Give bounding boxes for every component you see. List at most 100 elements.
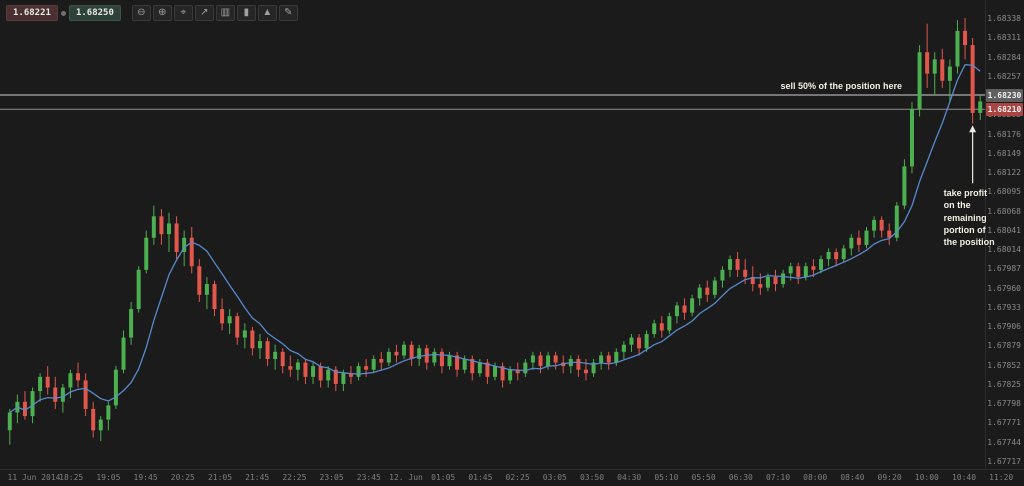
price-chart[interactable]	[0, 0, 1024, 470]
draw-button[interactable]: ✎	[278, 5, 298, 21]
candle-down	[364, 366, 369, 370]
price-axis-label: 1.67906	[987, 322, 1021, 332]
candle-down	[485, 362, 490, 377]
candle-down	[856, 237, 861, 245]
price-axis-label: 1.68068	[987, 206, 1021, 216]
price-axis[interactable]: 1.68338 1.68311 1.68284 1.68257 1.682301.682…	[985, 0, 1024, 470]
time-label: 12. Jun	[389, 473, 423, 482]
candle-up	[121, 337, 126, 370]
time-label: 19:45	[133, 473, 158, 482]
candle-down	[606, 355, 611, 363]
time-label: 06:30	[728, 473, 753, 482]
candle-up	[257, 341, 262, 349]
price-axis-label: 1.68284	[987, 52, 1021, 62]
chart-toolbar: ⊖ ⊕ ⌖ ↗ ▥ ▮ ▲ ✎	[131, 5, 298, 21]
price-badge: 1.68230	[986, 89, 1023, 103]
candle-up	[614, 351, 619, 363]
price-axis-label: 1.68149	[987, 148, 1021, 158]
candle-down	[91, 408, 96, 431]
candle-down	[834, 251, 839, 260]
candlestick-chart-button[interactable]: ▮	[236, 5, 256, 21]
price-axis-label: 1.67987	[987, 264, 1021, 274]
trend-line-button[interactable]: ↗	[194, 5, 214, 21]
candle-up	[432, 351, 437, 363]
candle-up	[849, 237, 854, 249]
candle-down	[318, 366, 323, 381]
candle-up	[356, 366, 361, 377]
candle-down	[743, 269, 748, 277]
time-label: 09:20	[877, 473, 902, 482]
candle-down	[963, 30, 968, 46]
candle-up	[902, 166, 907, 206]
candle-down	[76, 373, 81, 381]
area-chart-button[interactable]: ▲	[257, 5, 277, 21]
time-label: 18:25	[59, 473, 84, 482]
candle-up	[599, 355, 604, 363]
candle-up	[674, 305, 679, 317]
candle-down	[235, 316, 240, 338]
candle-up	[7, 412, 12, 431]
candle-up	[652, 323, 657, 335]
candle-up	[106, 405, 111, 420]
candle-down	[220, 309, 225, 324]
candle-up	[493, 366, 497, 377]
price-badge: 1.68210	[986, 103, 1023, 117]
zoom-in-button[interactable]: ⊕	[152, 5, 172, 21]
candle-up	[447, 355, 452, 367]
bar-chart-icon: ▥	[220, 7, 231, 18]
candle-down	[197, 266, 202, 295]
candle-up	[690, 298, 695, 313]
candle-down	[538, 355, 543, 367]
time-label: 11:20	[989, 473, 1014, 482]
candle-up	[38, 376, 43, 392]
candle-down	[500, 366, 505, 381]
candle-down	[174, 223, 179, 252]
candle-up	[947, 66, 952, 81]
take-profit-annotation-label[interactable]: take profit on the remaining portion of …	[943, 188, 995, 247]
candle-up	[386, 351, 391, 363]
candle-up	[917, 52, 922, 110]
bar-chart-button[interactable]: ▥	[215, 5, 235, 21]
candle-up	[728, 259, 733, 270]
candle-down	[288, 366, 293, 370]
candle-down	[682, 305, 687, 313]
time-label: 01:05	[431, 473, 456, 482]
price-axis-label: 1.68311	[987, 33, 1021, 43]
candle-up	[697, 287, 702, 299]
candle-down	[659, 323, 664, 331]
time-axis[interactable]: 11 Jun 2014 18:25 19:05 19:45 20:25 21:05 21:4…	[0, 469, 1024, 486]
sell-price-button[interactable]: 1.68221	[6, 5, 58, 21]
candle-down	[439, 351, 444, 367]
candle-up	[227, 316, 232, 324]
candle-up	[546, 355, 551, 367]
price-axis-label: 1.67717	[987, 457, 1021, 466]
price-axis-label: 1.67852	[987, 360, 1021, 370]
crosshair-icon: ⌖	[180, 7, 187, 18]
sell-annotation-label[interactable]: sell 50% of the position here	[780, 81, 902, 92]
candle-down	[455, 355, 460, 370]
candle-up	[788, 266, 793, 274]
candle-down	[83, 380, 88, 409]
candle-up	[644, 334, 649, 349]
buy-price-button[interactable]: 1.68250	[68, 5, 121, 21]
zoom-out-button[interactable]: ⊖	[131, 5, 151, 21]
candle-up	[273, 351, 278, 359]
candle-up	[712, 280, 717, 295]
candle-up	[955, 30, 960, 67]
candle-up	[151, 216, 156, 238]
time-label: 19:05	[96, 473, 121, 482]
time-label: 03:05	[542, 473, 567, 482]
trend-line-icon: ↗	[200, 7, 209, 18]
price-axis-label: 1.68014	[987, 245, 1021, 255]
price-axis-label: 1.67798	[987, 399, 1021, 409]
candle-up	[872, 219, 877, 231]
crosshair-button[interactable]: ⌖	[173, 5, 193, 21]
time-label: 07:10	[765, 473, 791, 482]
candle-up	[326, 369, 331, 381]
candle-down	[553, 355, 558, 363]
candle-down	[333, 369, 338, 384]
candle-up	[523, 362, 528, 374]
candle-down	[940, 59, 945, 81]
candle-down	[750, 276, 755, 285]
time-label: 20:25	[170, 473, 195, 482]
